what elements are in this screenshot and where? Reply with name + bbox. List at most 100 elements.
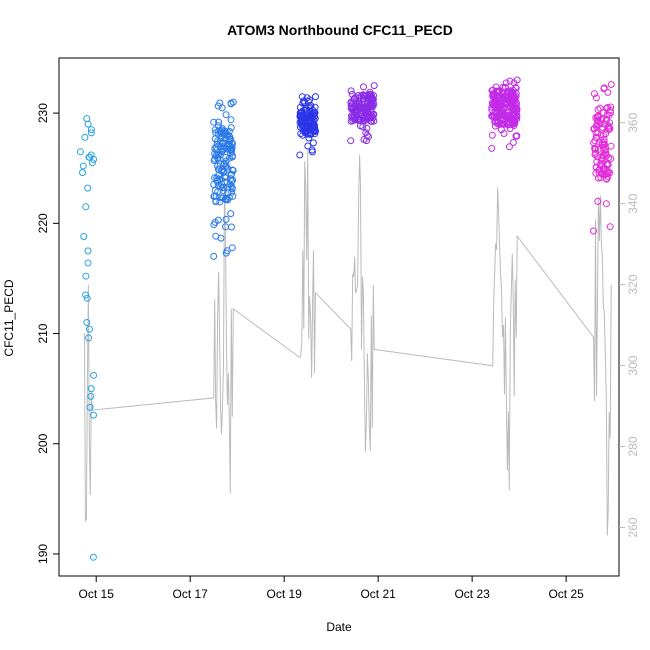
point-s4-8 <box>505 143 513 151</box>
point-s0-c0-4 <box>84 184 92 192</box>
point-s3-134 <box>362 129 370 137</box>
point-s4-193 <box>511 112 519 119</box>
point-s4-210 <box>497 126 505 134</box>
point-s5-99 <box>594 106 602 114</box>
point-s3-123 <box>363 124 371 132</box>
y-axis-label: CFC11_PECD <box>2 279 16 356</box>
point-s1-118 <box>214 162 222 170</box>
point-s1-101 <box>212 143 220 151</box>
point-s2-extreme-0 <box>296 151 304 159</box>
point-s1-extreme-1 <box>229 98 237 106</box>
point-s5-75 <box>602 200 610 208</box>
point-s5-103 <box>607 142 615 150</box>
point-s1-147 <box>226 181 234 188</box>
point-s4-216 <box>500 120 508 128</box>
point-s3-122 <box>361 92 368 100</box>
point-s0-c1-8 <box>88 159 96 167</box>
point-s2-118 <box>298 107 306 115</box>
point-s1-145 <box>213 151 221 159</box>
point-s1-115 <box>228 244 236 252</box>
point-s4-170 <box>499 83 507 91</box>
point-s1-149 <box>226 133 234 140</box>
point-s5-58 <box>604 88 612 96</box>
point-s4-extreme-1 <box>513 76 521 84</box>
point-s2-109 <box>307 114 314 122</box>
point-s4-92 <box>513 132 521 140</box>
x-axis: Oct 15 Oct 17 Oct 19 Oct 21 Oct 23 Oct 25 <box>79 576 584 601</box>
point-s5-73 <box>592 94 600 102</box>
point-s0-c1-13 <box>87 392 95 400</box>
point-s2-110 <box>311 123 319 131</box>
point-s3-87 <box>360 83 367 91</box>
point-s3-137 <box>359 115 367 123</box>
point-s0-c0-10 <box>83 294 91 302</box>
point-s4-160 <box>509 139 517 146</box>
y-tick-label-4: 230 <box>36 103 50 123</box>
point-s1-36 <box>212 232 220 240</box>
point-s0-c1-10 <box>86 325 93 333</box>
point-s3-127 <box>361 114 369 122</box>
y2-tick-label-1: 280 <box>626 436 640 456</box>
point-s1-108 <box>227 145 235 153</box>
point-s5-82 <box>595 169 603 177</box>
point-s3-138 <box>368 96 376 103</box>
point-s0-c0-9 <box>82 272 90 280</box>
point-s5-38 <box>604 173 612 181</box>
point-s0-c1-7 <box>90 155 98 163</box>
point-s3-99 <box>350 95 358 103</box>
point-s0-c1-1 <box>84 120 92 128</box>
point-s4-201 <box>490 112 498 120</box>
point-s1-128 <box>220 160 228 168</box>
point-s1-124 <box>222 134 230 141</box>
x-tick-label-3: Oct 21 <box>360 587 396 601</box>
point-s5-97 <box>602 117 610 125</box>
point-s4-204 <box>505 96 513 104</box>
point-s3-128 <box>367 113 375 121</box>
point-s0-c0-5 <box>82 203 90 211</box>
point-s0-c0-3 <box>79 169 86 177</box>
point-s2-119 <box>306 107 314 115</box>
x-tick-label-5: Oct 25 <box>548 587 584 601</box>
point-s5-107 <box>600 165 607 172</box>
point-s1-148 <box>214 154 221 162</box>
point-s5-35 <box>606 223 614 231</box>
point-s0-c0-8 <box>84 259 92 267</box>
point-s4-202 <box>513 112 521 119</box>
point-s2-46 <box>297 130 305 138</box>
point-s1-31 <box>227 124 235 132</box>
point-s4-211 <box>507 98 515 106</box>
point-s5-106 <box>599 131 607 139</box>
point-s1-112 <box>227 142 235 150</box>
point-s0-c1-9 <box>82 291 90 299</box>
line-series-layer <box>84 150 612 536</box>
point-s2-107 <box>306 103 314 111</box>
point-s4-214 <box>509 115 517 123</box>
point-s2-102 <box>299 99 307 107</box>
point-s4-154 <box>506 77 514 85</box>
point-s3-58 <box>363 137 370 145</box>
point-s4-194 <box>509 88 517 96</box>
point-s1-119 <box>221 174 229 181</box>
point-s1-68 <box>213 174 221 182</box>
point-s0-c1-16 <box>89 553 97 561</box>
point-s1-136 <box>222 196 230 204</box>
line-series-6 <box>84 150 612 536</box>
y-tick-label-1: 200 <box>36 433 50 453</box>
point-s5-108 <box>590 124 598 132</box>
point-s3-73 <box>347 87 355 95</box>
point-s2-67 <box>303 130 311 138</box>
x-tick-label-4: Oct 23 <box>454 587 490 601</box>
y2-tick-label-4: 340 <box>626 193 640 213</box>
plot-frame <box>58 57 620 577</box>
point-s1-137 <box>213 140 221 148</box>
point-s3-126 <box>347 102 355 110</box>
point-s4-206 <box>506 95 514 103</box>
point-s4-219 <box>501 83 509 91</box>
point-s4-164 <box>512 102 520 110</box>
point-s1-46 <box>222 111 230 119</box>
point-s2-114 <box>304 127 312 135</box>
point-s2-0 <box>309 139 317 147</box>
y2-tick-label-3: 320 <box>626 274 640 294</box>
point-s5-70 <box>604 161 612 169</box>
